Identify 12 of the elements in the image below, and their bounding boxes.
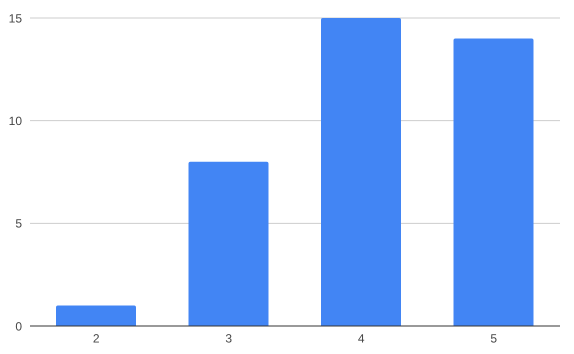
y-tick-label: 10	[8, 114, 22, 128]
y-tick-label: 15	[8, 11, 22, 26]
bar	[454, 38, 534, 326]
x-tick-label: 5	[490, 332, 498, 346]
bar	[188, 162, 268, 326]
x-tick-label: 2	[92, 332, 100, 346]
y-tick-label: 5	[15, 216, 22, 231]
y-tick-label: 0	[15, 319, 22, 334]
bar	[56, 305, 136, 326]
bar	[321, 18, 401, 326]
x-tick-label: 3	[225, 332, 232, 346]
x-tick-label: 4	[358, 332, 365, 346]
